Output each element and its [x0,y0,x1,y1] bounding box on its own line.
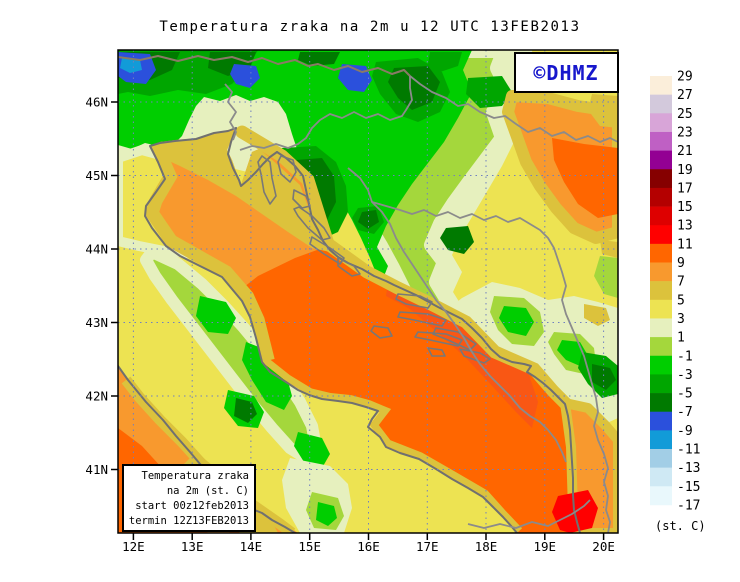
colorbar-swatch [650,374,672,394]
info-line-2: na 2m (st. C) [167,485,249,497]
colorbar-swatch [650,206,672,226]
coast-balkan [276,151,581,533]
lon-label: 20E [592,539,615,554]
dhmz-logo-text: ©DHMZ [533,61,598,85]
colorbar-swatch [650,486,672,506]
dhmz-watermark: ©DHMZ [514,52,619,93]
lon-label: 18E [475,539,498,554]
info-line-3: start 00z12feb2013 [135,500,249,512]
colorbar-swatch [650,243,672,263]
colorbar-label: -15 [677,480,700,495]
colorbar-label: -9 [677,424,693,439]
islands [257,155,491,364]
border-croatia-bosnia [347,167,567,463]
colorbar-label: 7 [677,275,685,290]
border-slovenia-croatia [239,76,413,151]
axes: 12E 13E 14E 15E 16E 17E 18E 19E 20E 46N 45N 44N 43N 4… [85,95,614,555]
colorbar-label: 23 [677,125,693,140]
colorbar-swatch [650,337,672,357]
colorbar-label: 11 [677,237,693,252]
colorbar-swatch [650,76,672,95]
lon-label: 12E [122,539,145,554]
colorbar-label: 25 [677,107,693,122]
info-line-1: Temperatura zraka [142,470,249,482]
colorbar-swatch [650,393,672,412]
colorbar-label: -17 [677,498,700,513]
lat-label: 43N [85,315,108,330]
lat-label: 45N [85,168,108,183]
colorbar-swatch [650,113,672,133]
colorbar-label: -5 [677,387,693,402]
colorbar-label: -3 [677,368,693,383]
colorbar-label: 21 [677,144,693,159]
lon-label: 19E [534,539,557,554]
colorbar-label: -11 [677,443,700,458]
colorbar-swatch [650,299,672,319]
colorbar-swatch [650,131,672,151]
colorbar-swatch [650,94,672,114]
colorbar-label: 19 [677,163,693,178]
colorbar-label: -13 [677,461,700,476]
lon-label: 15E [298,539,321,554]
colorbar-label: -1 [677,349,693,364]
colorbar-label: 29 [677,70,693,85]
border-italy-slovenia [224,83,237,141]
lat-label: 44N [85,242,108,257]
colorbar-label: 15 [677,200,693,215]
colorbar-label: 13 [677,219,693,234]
colorbar-label: 17 [677,181,693,196]
lat-label: 41N [85,462,108,477]
colorbar-label: 3 [677,312,685,327]
page-title: Temperatura zraka na 2m u 12 UTC 13FEB20… [159,19,580,35]
lon-label: 14E [240,539,263,554]
coast-istria [227,127,278,187]
lat-label: 42N [85,389,108,404]
colorbar: 29 27 25 23 21 19 17 15 13 11 9 7 5 3 1 -1 -3 -5 -7 -9 -11 -1… [650,70,700,513]
colorbar-swatch [650,449,672,468]
colorbar-label: 27 [677,88,693,103]
colorbar-unit: (st. C) [655,519,706,533]
border-hungary [409,75,618,143]
colorbar-swatch [650,355,672,375]
colorbar-swatch [650,411,672,431]
lon-label: 13E [181,539,204,554]
colorbar-label: -7 [677,405,693,420]
lon-label: 17E [416,539,439,554]
colorbar-swatch [650,187,672,207]
country-borders [118,55,618,533]
colorbar-label: 5 [677,293,685,308]
colorbar-swatch [650,430,672,450]
colorbar-swatch [650,318,672,338]
lat-label: 46N [85,95,108,110]
info-line-4: termin 12Z13FEB2013 [129,515,249,527]
colorbar-swatch [650,467,672,487]
lon-label: 16E [357,539,380,554]
colorbar-swatch [650,281,672,301]
colorbar-label: 1 [677,331,685,346]
colorbar-swatch [650,225,672,245]
colorbar-swatch [650,150,672,170]
info-box: Temperatura zraka na 2m (st. C) start 00… [122,464,256,532]
colorbar-swatch [650,169,672,189]
colorbar-swatch [650,262,672,282]
border-south [467,499,591,529]
border-alpine [118,55,411,77]
colorbar-label: 9 [677,256,685,271]
border-sava-drina [371,201,611,533]
